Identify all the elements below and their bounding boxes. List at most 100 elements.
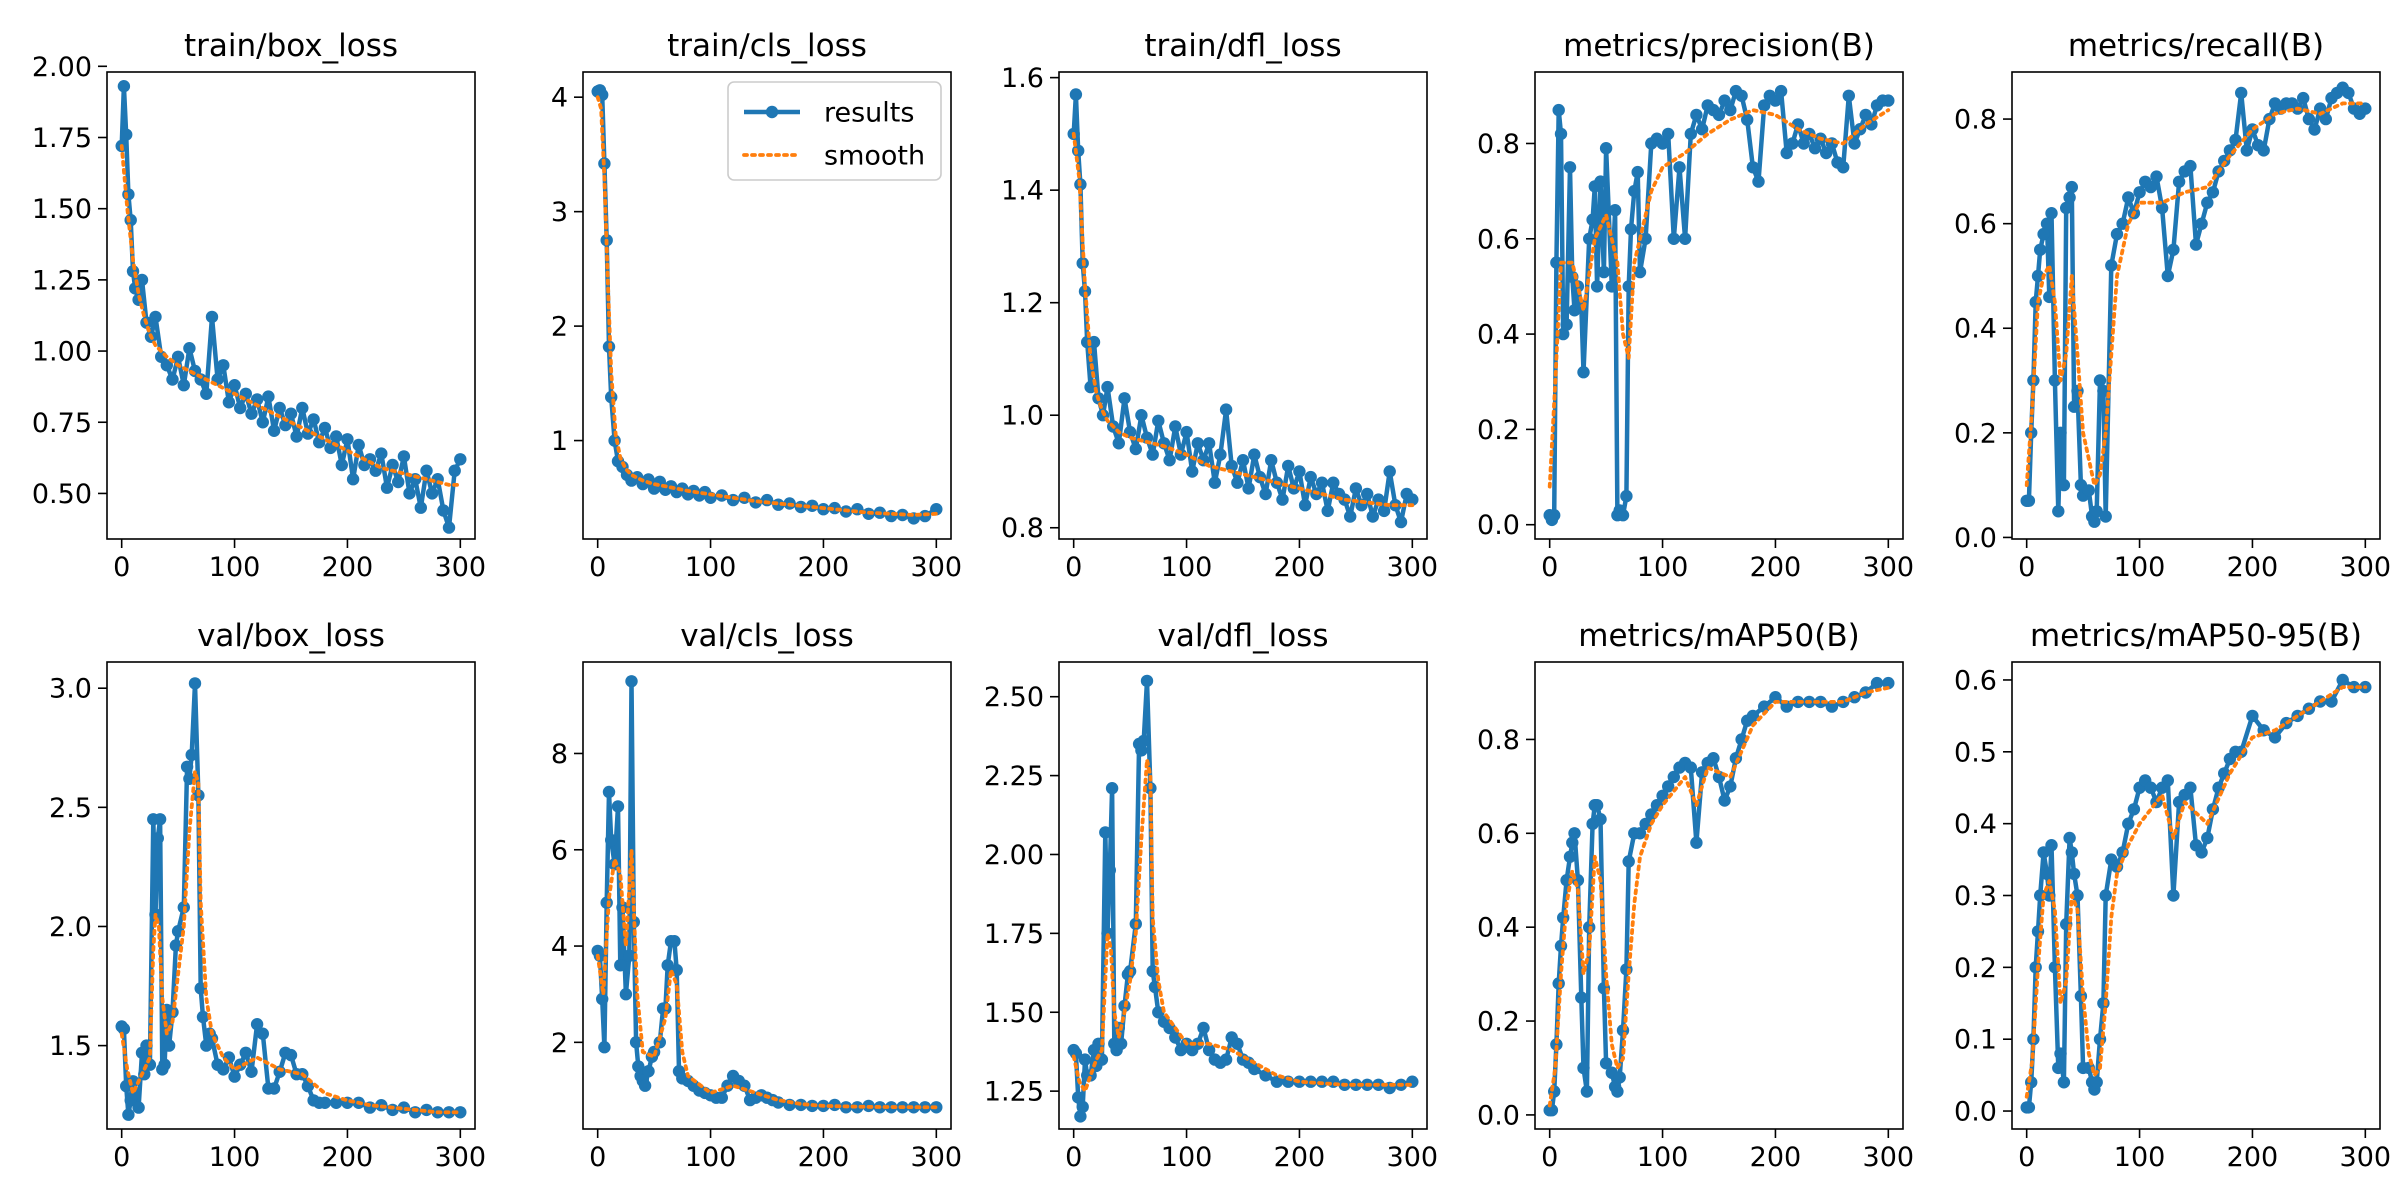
data-point xyxy=(267,1082,281,1095)
x-tick-label: 300 xyxy=(1863,1142,1915,1173)
data-point xyxy=(1315,476,1329,489)
data-point xyxy=(1684,127,1698,141)
data-point xyxy=(1349,482,1363,495)
data-point xyxy=(619,988,633,1001)
plot-area xyxy=(1067,88,1419,529)
y-tick-label: 0.6 xyxy=(1954,209,1997,240)
data-point xyxy=(1620,489,1633,503)
data-point xyxy=(1169,420,1182,433)
data-point xyxy=(160,359,173,372)
data-point xyxy=(614,959,627,972)
chart-title: val/dfl_loss xyxy=(1158,618,1329,654)
data-point xyxy=(1152,414,1165,427)
data-point xyxy=(2246,709,2259,723)
x-tick-label: 100 xyxy=(2114,552,2166,583)
data-point xyxy=(1797,137,1810,150)
data-point xyxy=(1208,476,1222,489)
x-tick-label: 0 xyxy=(1065,552,1082,583)
chart-title: train/box_loss xyxy=(184,28,398,64)
data-point xyxy=(760,493,774,507)
x-tick-label: 100 xyxy=(2114,1142,2166,1173)
data-point xyxy=(1746,709,1760,723)
plot-area xyxy=(591,675,943,1114)
y-tick-label: 0.0 xyxy=(1477,1100,1520,1131)
data-point xyxy=(380,481,394,494)
x-tick-label: 300 xyxy=(2340,552,2392,583)
subplot-val-cls-loss: val/cls_loss 0 100 200 300 2 4 6 8 xyxy=(551,618,962,1173)
data-point xyxy=(1282,459,1295,473)
data-point xyxy=(180,760,194,773)
data-point xyxy=(1758,700,1771,713)
data-point xyxy=(234,401,247,415)
chart-title: metrics/precision(B) xyxy=(1563,28,1875,64)
y-tick-label: 0.0 xyxy=(1954,523,1997,554)
data-point xyxy=(2342,86,2355,100)
data-point xyxy=(2052,505,2065,518)
data-point xyxy=(2093,374,2107,387)
subplot-metrics-map50-95-b: metrics/mAP50-95(B) 0 100 200 300 0.0 0.1 0.2 0.… xyxy=(1954,618,2391,1173)
data-point xyxy=(1633,827,1647,840)
data-point xyxy=(330,430,343,443)
data-point xyxy=(1590,280,1604,293)
data-point xyxy=(2110,227,2124,241)
data-point xyxy=(1140,674,1154,688)
y-tick-label: 0.4 xyxy=(1477,913,1520,944)
data-point xyxy=(1377,504,1391,518)
data-point xyxy=(318,1096,332,1110)
data-point xyxy=(1608,204,1622,217)
plot-area xyxy=(591,84,943,525)
y-tick-label: 2 xyxy=(551,1028,568,1059)
y-tick-label: 0.6 xyxy=(1477,224,1520,255)
y-tick-label: 3.0 xyxy=(49,674,92,705)
data-point xyxy=(1072,144,1085,157)
y-tick-label: 1.50 xyxy=(984,998,1044,1029)
data-point xyxy=(162,1039,176,1052)
data-point xyxy=(1667,770,1681,784)
x-tick-label: 0 xyxy=(1541,1142,1558,1173)
data-point xyxy=(2071,889,2084,902)
data-point xyxy=(1242,482,1255,495)
data-point xyxy=(1394,515,1408,529)
x-tick-label: 100 xyxy=(1637,1142,1689,1173)
data-point xyxy=(2031,269,2045,283)
data-point xyxy=(2057,478,2071,492)
data-point xyxy=(1344,510,1357,523)
y-tick-label: 0.4 xyxy=(1954,314,1997,345)
data-point xyxy=(1186,465,1199,478)
data-point xyxy=(611,800,625,813)
x-tick-label: 0 xyxy=(113,1142,130,1173)
data-point xyxy=(1259,487,1272,501)
data-point xyxy=(245,1065,258,1079)
data-point xyxy=(2122,817,2135,830)
data-point xyxy=(1808,142,1822,155)
data-point xyxy=(279,418,292,432)
chart-title: val/cls_loss xyxy=(680,618,854,654)
data-point xyxy=(2206,186,2220,199)
data-point xyxy=(1137,734,1150,748)
x-tick-label: 200 xyxy=(2227,552,2279,583)
data-point xyxy=(1191,437,1205,450)
data-point xyxy=(1563,161,1577,174)
data-point xyxy=(158,1058,171,1071)
data-point xyxy=(1568,827,1581,840)
data-point xyxy=(1114,1037,1128,1051)
series-line-smooth xyxy=(2024,101,2368,488)
y-tick-label: 0.0 xyxy=(1477,510,1520,541)
data-point xyxy=(2065,180,2078,194)
data-point xyxy=(245,407,258,420)
data-point xyxy=(120,128,133,141)
data-point xyxy=(2189,238,2203,251)
data-point xyxy=(1135,744,1148,757)
data-point xyxy=(1616,509,1630,522)
y-tick-label: 1.6 xyxy=(1001,63,1044,94)
series-line-smooth xyxy=(1071,131,1415,508)
data-point xyxy=(1690,108,1703,122)
data-point xyxy=(1276,493,1289,506)
data-point xyxy=(1848,137,1861,150)
data-point xyxy=(256,1027,269,1040)
data-point xyxy=(1667,232,1681,245)
data-point xyxy=(2067,400,2081,413)
data-point xyxy=(1180,425,1193,439)
data-point xyxy=(1103,864,1117,877)
data-point xyxy=(1552,103,1565,117)
